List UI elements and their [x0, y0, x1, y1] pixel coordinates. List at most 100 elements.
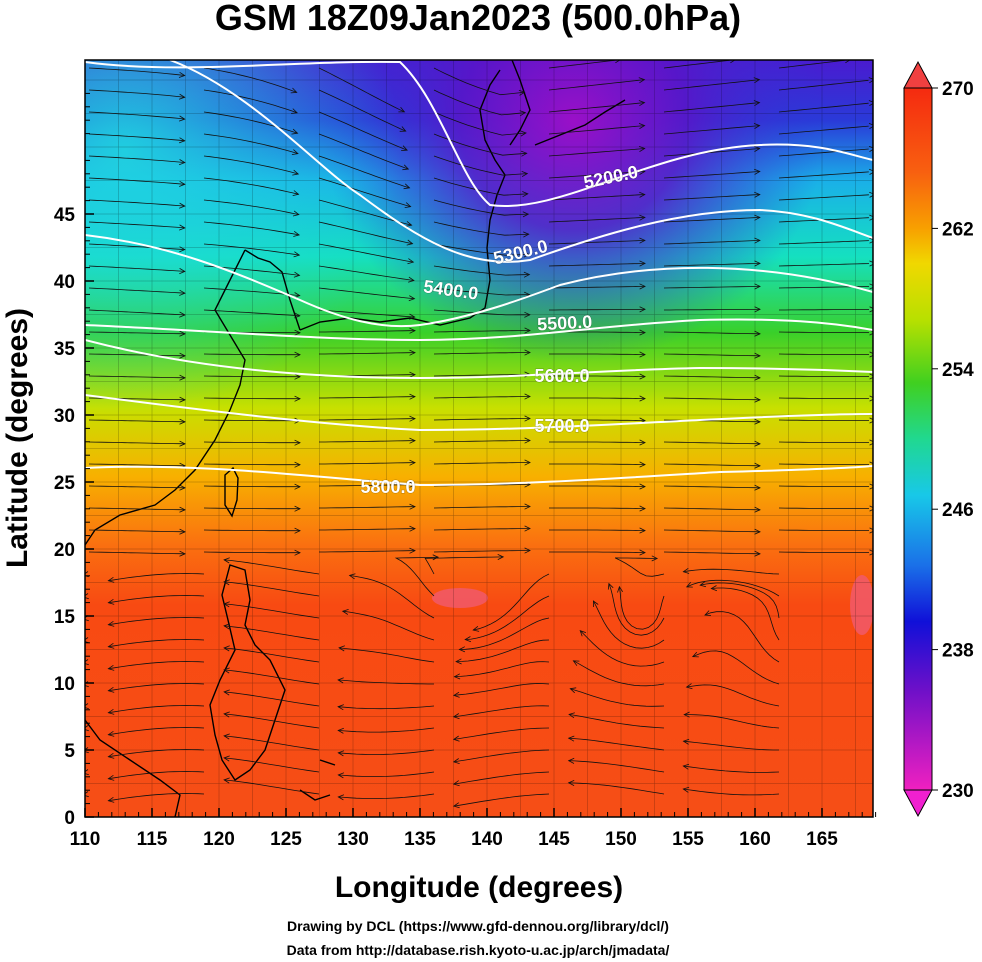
streamline: [433, 67, 525, 96]
colorbar: 270 262 254 246 238 230: [903, 60, 974, 818]
y-tick-label: 30: [54, 406, 75, 427]
streamline: [342, 610, 435, 641]
streamline-arrow: [754, 374, 761, 381]
streamline: [473, 573, 550, 631]
streamline: [778, 125, 869, 135]
streamline-arrow: [522, 211, 530, 218]
streamline-arrow: [85, 747, 89, 754]
streamline: [338, 727, 435, 733]
streamline: [453, 793, 550, 807]
streamline: [433, 506, 531, 509]
streamline: [456, 639, 550, 662]
coastline-japan: [299, 69, 506, 331]
streamline: [573, 660, 665, 687]
streamline-arrow: [455, 658, 462, 665]
streamline-arrow: [639, 483, 646, 490]
streamline: [778, 441, 869, 443]
streamline-arrow: [685, 683, 693, 690]
contour-5400: [85, 234, 873, 328]
colorbar-tick-label: 270: [942, 79, 974, 100]
x-tick-label: 140: [471, 829, 503, 850]
streamline: [433, 462, 531, 465]
streamline: [88, 485, 186, 489]
streamline-arrow: [754, 214, 761, 221]
streamline-arrow: [639, 351, 646, 358]
streamline-arrow: [520, 130, 527, 137]
warm-spot-west: [432, 588, 488, 608]
streamline-arrow: [401, 145, 408, 151]
streamline: [433, 440, 531, 443]
streamline: [88, 111, 185, 120]
coastline-kurils: [534, 99, 626, 146]
streamline-arrow: [638, 123, 646, 129]
x-tick-label: 130: [337, 829, 369, 850]
streamline: [203, 133, 299, 154]
streamline-arrow: [524, 525, 531, 532]
streamline-arrow: [754, 237, 761, 244]
streamline: [778, 194, 869, 201]
streamline: [203, 397, 300, 400]
colorbar-bottom-triangle: [903, 789, 933, 818]
streamline: [692, 650, 780, 685]
streamline: [318, 133, 409, 170]
streamline-arrow: [617, 585, 624, 593]
streamline: [88, 551, 186, 555]
streamline: [686, 684, 780, 707]
streamline-arrow: [754, 260, 761, 267]
streamline-arrow: [223, 645, 230, 652]
streamline-arrow: [472, 625, 480, 632]
coastline-philippines: [209, 564, 286, 781]
streamline: [778, 529, 869, 531]
streamline: [203, 309, 300, 317]
streamline-arrow: [291, 128, 299, 135]
x-axis-label: Longitude (degrees): [335, 871, 623, 904]
streamline-arrow: [337, 772, 345, 779]
streamline: [433, 374, 531, 377]
contour-5200: [85, 60, 873, 207]
streamline: [663, 485, 761, 489]
streamline: [778, 485, 869, 487]
streamline-arrow: [639, 373, 646, 380]
streamline: [568, 737, 665, 751]
streamline: [569, 714, 665, 729]
streamline-arrow: [524, 393, 531, 400]
streamline-arrow: [464, 636, 472, 643]
streamline: [453, 727, 550, 740]
x-tick-label: 110: [70, 829, 101, 850]
streamline: [224, 647, 320, 663]
streamline: [319, 418, 416, 421]
streamline-arrow: [179, 528, 186, 535]
streamline: [319, 462, 416, 465]
streamline-arrow: [869, 549, 873, 556]
streamline: [203, 507, 300, 510]
streamline-arrow: [869, 329, 873, 336]
streamline: [394, 556, 439, 597]
streamline: [224, 669, 320, 685]
streamline: [549, 485, 646, 487]
streamline: [88, 463, 186, 467]
streamline-arrow: [292, 210, 300, 217]
streamline: [433, 243, 530, 256]
streamline: [88, 375, 186, 379]
streamline: [203, 199, 299, 215]
streamline-arrow: [337, 750, 345, 757]
streamline: [465, 595, 550, 640]
y-tick-label: 0: [64, 808, 75, 829]
streamline: [663, 397, 761, 401]
streamline-arrow: [107, 774, 115, 781]
streamlines: [85, 60, 873, 809]
streamline-arrow: [639, 237, 646, 244]
streamline-arrow: [615, 60, 621, 64]
streamline: [203, 89, 298, 114]
streamline-arrow: [107, 708, 115, 715]
streamline-arrow: [567, 757, 575, 764]
streamline: [663, 102, 760, 113]
streamline-arrow: [869, 505, 873, 512]
streamline-arrow: [568, 712, 575, 719]
colorbar-tick-label: 246: [942, 500, 974, 521]
streamline: [454, 661, 550, 678]
streamline: [549, 507, 646, 509]
streamline: [579, 630, 665, 667]
streamline-arrow: [651, 555, 659, 562]
streamline: [88, 331, 186, 335]
